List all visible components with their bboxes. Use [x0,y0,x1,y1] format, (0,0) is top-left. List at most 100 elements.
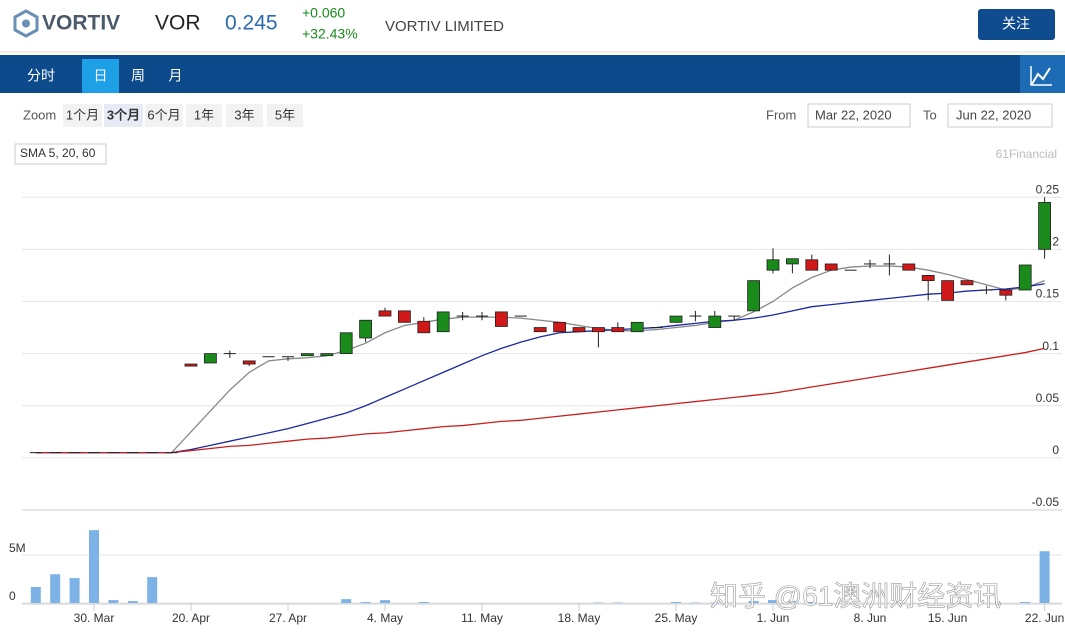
x-tick-label: 4. May [367,611,403,625]
x-tick-label: 22. Jun [1025,611,1064,625]
zoom-option[interactable]: 5年 [275,107,295,122]
zoom-label: Zoom [23,107,56,122]
indicator-box [14,143,107,165]
x-tick-label: 27. Apr [269,611,307,625]
to-label: To [923,107,937,122]
volume-tick-label: 5M [9,541,26,555]
x-tick-label: 15. Jun [928,611,967,625]
candle-body [184,363,198,367]
y-tick-label: 0.05 [1036,391,1060,405]
ticker: VOR [155,12,201,35]
candle-body [533,327,547,333]
zoom-button[interactable] [104,104,143,127]
volume-bar [108,600,119,603]
credit: 61Financial [996,147,1057,161]
y-tick-label: 0 [1052,443,1059,457]
candle-body [378,310,392,317]
to-input[interactable] [947,103,1053,128]
tab[interactable]: 周 [131,68,145,84]
zoom-option[interactable]: 3个月 [107,107,140,122]
zoom-button[interactable] [267,104,303,127]
candle-body [960,280,974,286]
candle-body [553,321,566,333]
zoom-button[interactable] [226,104,263,127]
candle-body [630,321,644,333]
candle-body [203,353,217,364]
candle-body [669,315,683,323]
tab[interactable]: 日 [94,68,108,84]
candle-body [805,259,819,271]
company: VORTIV LIMITED [385,18,504,35]
volume-bar [127,601,138,603]
change-pct: +32.43% [302,26,358,42]
chart-type-icon[interactable] [1031,67,1051,85]
zoom-option[interactable]: 1个月 [66,107,99,122]
tab-active-bg[interactable] [82,59,119,93]
volume-bar [341,599,352,603]
to-date[interactable]: Jun 22, 2020 [956,107,1031,122]
nav-bar [0,55,1065,93]
volume-bar [671,602,681,603]
candle-body [941,280,954,301]
candle-body [824,263,838,271]
x-tick-label: 18. May [558,611,601,625]
candle-body [572,327,586,333]
from-date[interactable]: Mar 22, 2020 [815,107,892,122]
logo-icon [13,9,39,38]
candle-body [766,259,780,271]
tab[interactable]: 月 [169,68,183,84]
volume-bar [69,578,80,603]
sma-line [35,347,1045,454]
follow-label[interactable]: 关注 [1002,16,1030,32]
volume-bar [1020,602,1031,603]
candle-body [786,258,799,265]
x-tick-label: 11. May [461,611,503,625]
candle-body [436,311,450,333]
change: +0.060 [302,5,345,21]
volume-bar [748,601,759,603]
candle-body [921,275,935,282]
zoom-option[interactable]: 1年 [194,107,214,122]
y-tick-label: -0.05 [1032,495,1060,509]
chart-type-button[interactable] [1020,55,1065,93]
from-input[interactable] [807,103,911,128]
candle-body [708,315,722,328]
candle-body [359,319,373,339]
chart-type-icon-axis[interactable] [1030,66,1052,86]
candle-body [611,327,625,333]
follow-button[interactable] [978,9,1055,40]
logo-icon-dot [22,19,30,28]
candle-body [1018,264,1032,291]
candle-body [999,289,1013,296]
candle-body [902,263,916,271]
zoom-option[interactable]: 3年 [234,107,254,122]
candle-body [397,310,411,323]
candle-body [339,332,353,355]
candle-body [1038,202,1051,250]
volume-tick-label: 0 [9,589,16,603]
zoom-button[interactable] [145,104,183,127]
candle-body [242,360,256,365]
zoom-button[interactable] [186,104,222,127]
tab[interactable]: 分时 [27,68,55,84]
zoom-button[interactable] [63,104,102,127]
from-label: From [766,107,796,122]
x-tick-label: 25. May [655,611,698,625]
candle-body [417,320,431,334]
volume-bar [50,574,61,603]
candle-body [592,327,605,333]
y-tick-label: 0.1 [1042,339,1059,353]
candle-body [494,311,508,327]
sma-line [35,283,1045,454]
indicator: SMA 5, 20, 60 [20,146,96,160]
volume-bar [806,602,817,603]
x-tick-label: 8. Jun [854,611,887,625]
volume-bar [89,530,99,603]
candle-body [320,353,334,357]
sma-line [35,265,1045,454]
candle-body [300,353,314,357]
price: 0.245 [225,12,278,35]
zoom-option[interactable]: 6个月 [147,107,180,122]
